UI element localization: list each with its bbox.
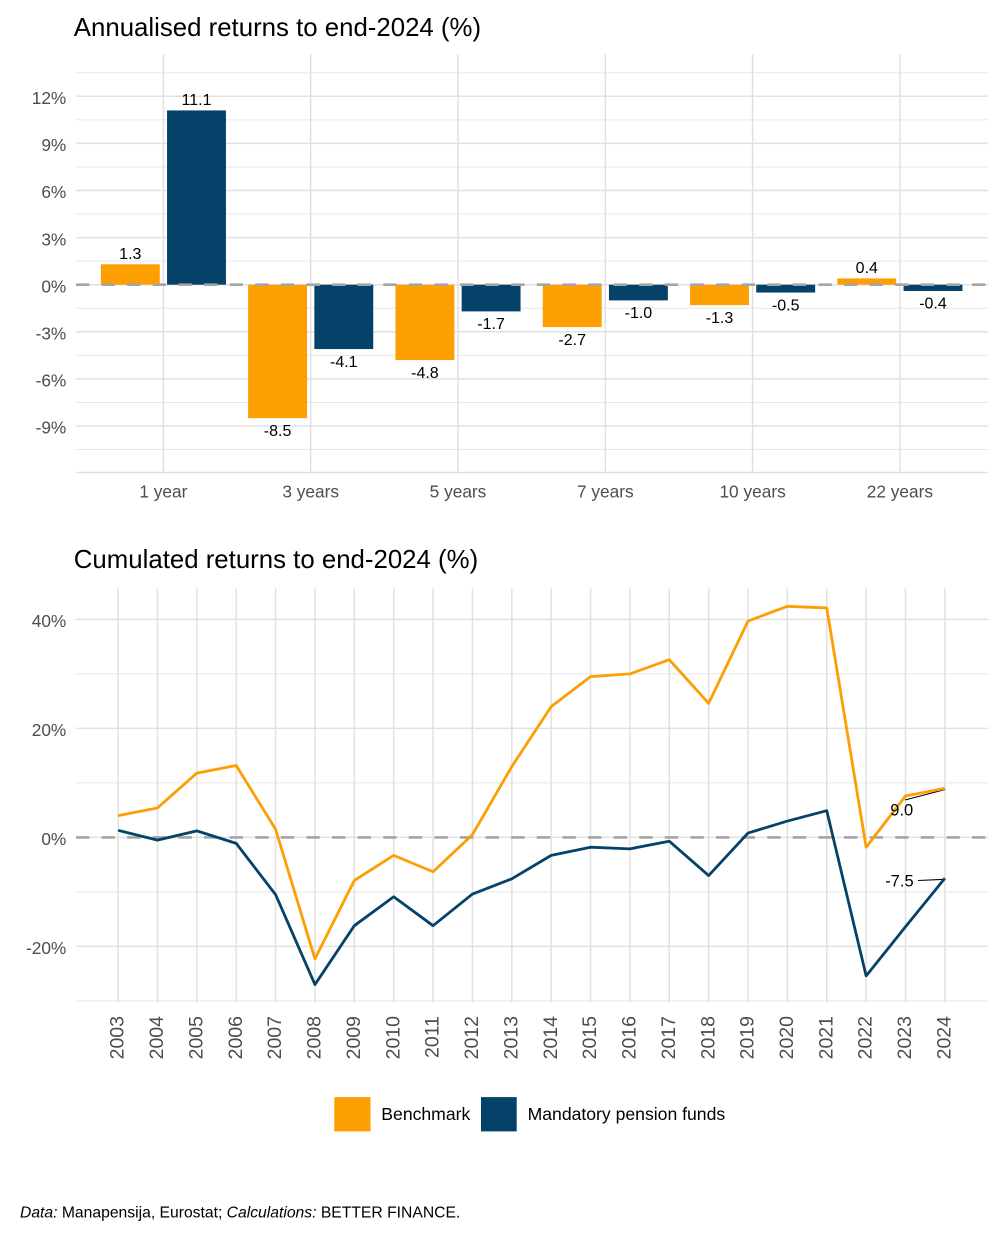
svg-text:Cumulated returns to end-2024: Cumulated returns to end-2024 (%) xyxy=(74,546,478,574)
svg-text:2023: 2023 xyxy=(894,1016,916,1059)
svg-text:-1.7: -1.7 xyxy=(477,316,505,333)
svg-text:3 years: 3 years xyxy=(282,482,339,502)
svg-text:-7.5: -7.5 xyxy=(885,872,913,890)
svg-text:Benchmark: Benchmark xyxy=(381,1104,470,1124)
svg-text:2005: 2005 xyxy=(185,1016,207,1060)
svg-text:-9%: -9% xyxy=(36,418,67,438)
svg-text:Mandatory pension funds: Mandatory pension funds xyxy=(528,1104,726,1124)
svg-text:-6%: -6% xyxy=(36,371,67,391)
svg-text:2016: 2016 xyxy=(619,1016,641,1059)
svg-text:2008: 2008 xyxy=(304,1016,326,1059)
svg-text:-2.7: -2.7 xyxy=(558,332,586,349)
svg-text:-1.3: -1.3 xyxy=(706,310,734,327)
svg-text:2017: 2017 xyxy=(658,1016,680,1059)
svg-text:5 years: 5 years xyxy=(430,482,487,502)
svg-text:0%: 0% xyxy=(41,829,66,849)
svg-text:1.3: 1.3 xyxy=(119,246,141,263)
svg-text:2006: 2006 xyxy=(225,1016,247,1059)
svg-text:1 year: 1 year xyxy=(139,482,187,502)
svg-text:2007: 2007 xyxy=(264,1016,286,1059)
svg-text:Annualised returns to end-2024: Annualised returns to end-2024 (%) xyxy=(74,14,481,42)
svg-text:10 years: 10 years xyxy=(719,482,786,502)
svg-text:22 years: 22 years xyxy=(867,482,934,502)
svg-text:2013: 2013 xyxy=(500,1016,522,1059)
svg-text:2011: 2011 xyxy=(422,1016,444,1058)
svg-text:-1.0: -1.0 xyxy=(625,305,653,322)
svg-text:2021: 2021 xyxy=(815,1016,837,1059)
svg-text:2018: 2018 xyxy=(697,1016,719,1059)
svg-text:2022: 2022 xyxy=(855,1016,877,1059)
svg-text:9%: 9% xyxy=(41,135,66,155)
svg-text:9.0: 9.0 xyxy=(890,801,913,819)
svg-text:20%: 20% xyxy=(32,720,67,740)
svg-text:2019: 2019 xyxy=(737,1016,759,1059)
svg-text:0.4: 0.4 xyxy=(856,260,878,277)
svg-text:-4.8: -4.8 xyxy=(411,365,439,382)
svg-text:6%: 6% xyxy=(41,182,66,202)
svg-text:2020: 2020 xyxy=(776,1016,798,1060)
svg-text:2010: 2010 xyxy=(382,1016,404,1060)
svg-text:40%: 40% xyxy=(32,611,67,631)
svg-text:-4.1: -4.1 xyxy=(330,354,358,371)
svg-text:-3%: -3% xyxy=(36,324,67,344)
svg-text:2015: 2015 xyxy=(579,1016,601,1060)
svg-text:-8.5: -8.5 xyxy=(264,423,292,440)
svg-text:0%: 0% xyxy=(41,276,66,296)
svg-text:-0.5: -0.5 xyxy=(772,297,800,314)
svg-text:-0.4: -0.4 xyxy=(919,296,947,313)
svg-text:Data: Manapensija, Eurostat; C: Data: Manapensija, Eurostat; Calculation… xyxy=(20,1204,460,1221)
svg-text:3%: 3% xyxy=(41,229,66,249)
svg-text:2024: 2024 xyxy=(933,1016,955,1060)
svg-text:11.1: 11.1 xyxy=(182,92,212,109)
svg-text:-20%: -20% xyxy=(26,938,66,958)
svg-text:12%: 12% xyxy=(32,88,67,108)
svg-text:2014: 2014 xyxy=(540,1016,562,1060)
svg-text:2004: 2004 xyxy=(146,1016,168,1060)
svg-text:7 years: 7 years xyxy=(577,482,634,502)
svg-text:2012: 2012 xyxy=(461,1016,483,1059)
svg-text:2009: 2009 xyxy=(343,1016,365,1059)
svg-text:2003: 2003 xyxy=(107,1016,129,1059)
